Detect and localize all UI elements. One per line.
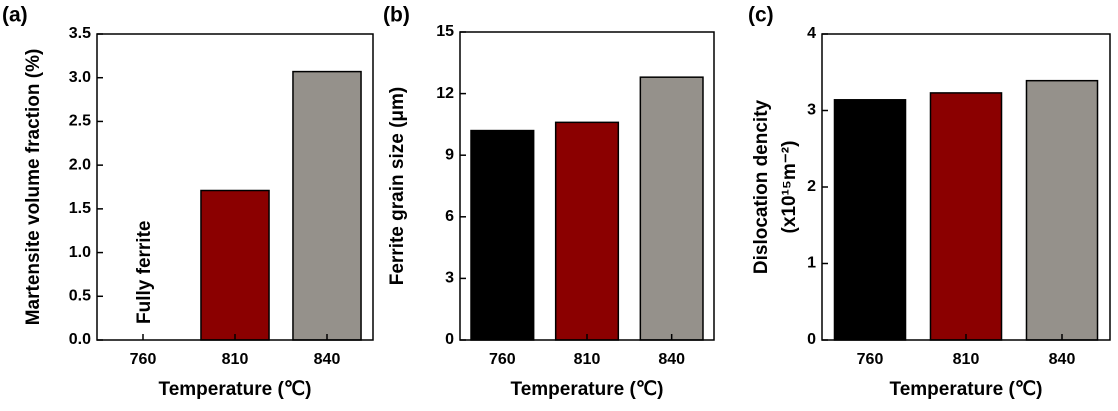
bar bbox=[833, 99, 907, 341]
y-tick-label: 6 bbox=[445, 208, 454, 225]
x-axis-label: Temperature (℃) bbox=[159, 379, 312, 400]
x-tick-label: 840 bbox=[1049, 351, 1076, 368]
y-axis-label: Dislocation dencity bbox=[751, 99, 772, 274]
y-tick-label: 3.5 bbox=[69, 25, 91, 42]
x-tick-label: 840 bbox=[314, 351, 341, 368]
bar bbox=[554, 121, 620, 341]
y-tick-label: 0.5 bbox=[69, 288, 91, 305]
y-tick-label: 2.0 bbox=[69, 156, 91, 173]
plot-frame bbox=[459, 31, 715, 341]
y-tick-label: 2 bbox=[807, 178, 816, 195]
panel-label: (b) bbox=[383, 4, 410, 27]
annotation: Fully ferrite bbox=[134, 221, 155, 324]
plot-frame bbox=[96, 33, 374, 341]
y-tick-label: 0 bbox=[445, 331, 454, 348]
y-axis-label: Martensite volume fraction (%) bbox=[23, 49, 44, 326]
panel-label: (c) bbox=[748, 4, 774, 27]
y-axis-label: (x10¹⁵m⁻²) bbox=[779, 141, 800, 234]
y-tick-label: 4 bbox=[807, 25, 816, 42]
bar bbox=[639, 76, 704, 341]
y-tick-label: 1.5 bbox=[69, 200, 91, 217]
x-axis-label: Temperature (℃) bbox=[890, 379, 1043, 400]
x-tick-label: 760 bbox=[857, 351, 884, 368]
y-tick-label: 3 bbox=[807, 102, 816, 119]
x-tick-label: 760 bbox=[130, 351, 157, 368]
y-tick-label: 15 bbox=[436, 23, 454, 40]
y-tick-label: 3 bbox=[445, 270, 454, 287]
y-tick-label: 1.0 bbox=[69, 244, 91, 261]
x-tick-label: 810 bbox=[953, 351, 980, 368]
x-tick-label: 810 bbox=[574, 351, 601, 368]
y-tick-label: 2.5 bbox=[69, 113, 91, 130]
y-tick-label: 9 bbox=[445, 146, 454, 163]
bar bbox=[200, 189, 270, 341]
x-tick-label: 810 bbox=[222, 351, 249, 368]
bar bbox=[470, 129, 535, 341]
bar bbox=[1025, 79, 1099, 341]
bar bbox=[929, 92, 1003, 341]
bar bbox=[292, 70, 362, 341]
panel-label: (a) bbox=[2, 4, 28, 27]
y-tick-label: 1 bbox=[807, 255, 816, 272]
y-axis-label: Ferrite grain size (μm) bbox=[387, 87, 408, 286]
y-tick-label: 0 bbox=[807, 331, 816, 348]
plot-frame bbox=[821, 33, 1111, 341]
y-tick-label: 12 bbox=[436, 85, 454, 102]
x-axis-label: Temperature (℃) bbox=[511, 379, 664, 400]
x-tick-label: 840 bbox=[658, 351, 685, 368]
y-tick-label: 3.0 bbox=[69, 69, 91, 86]
y-tick-label: 0.0 bbox=[69, 331, 91, 348]
x-tick-label: 760 bbox=[489, 351, 516, 368]
